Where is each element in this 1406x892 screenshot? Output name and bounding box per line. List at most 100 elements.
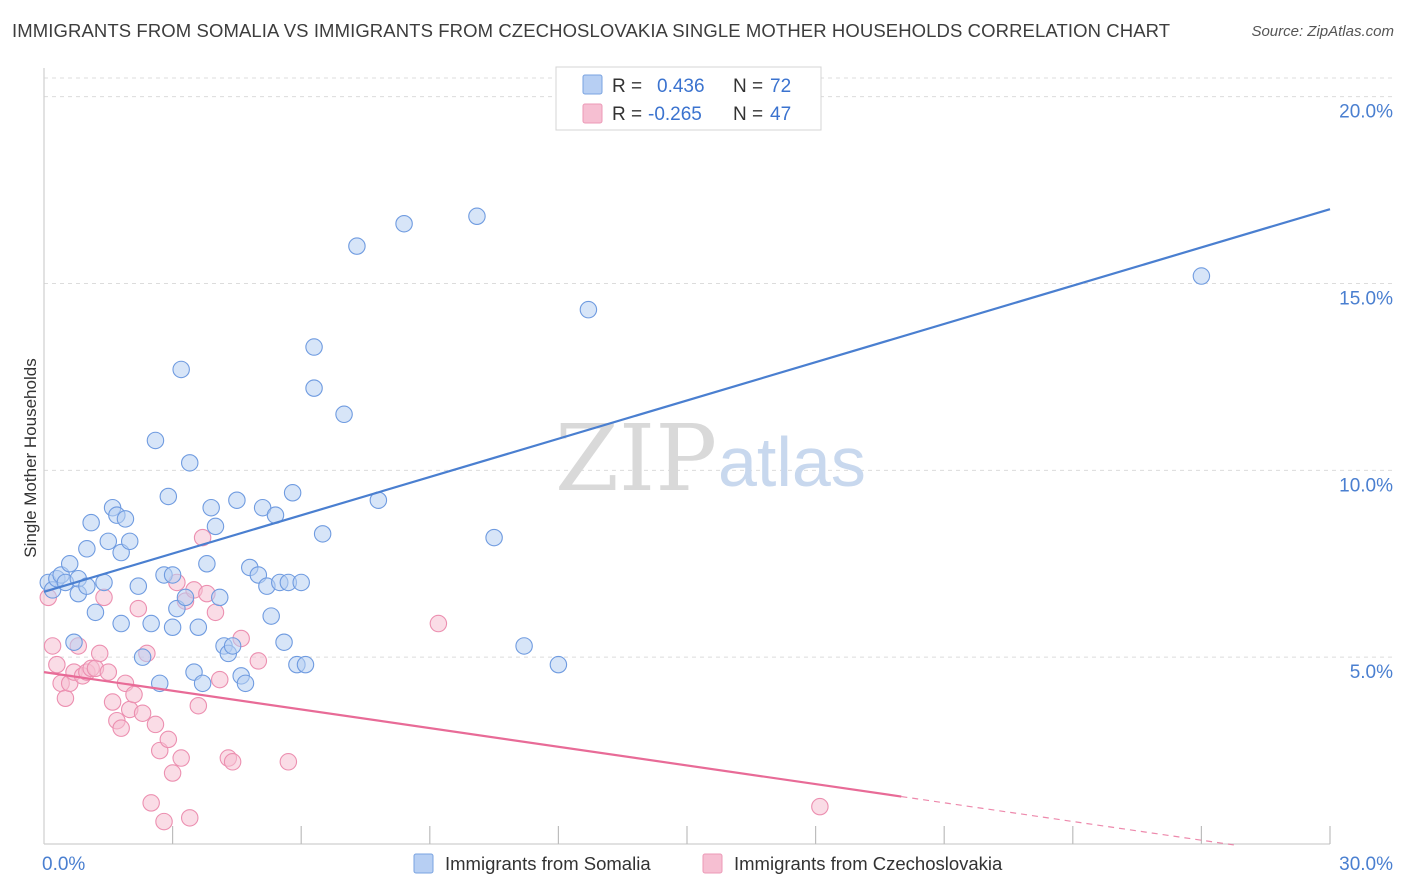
data-point-somalia bbox=[163, 618, 182, 637]
legend-r-value-czech: -0.265 bbox=[648, 104, 702, 125]
legend-n-label-somalia: N = bbox=[733, 76, 763, 97]
data-point-somalia bbox=[292, 573, 310, 592]
data-point-czech bbox=[133, 704, 152, 722]
data-point-somalia bbox=[275, 633, 293, 651]
data-point-somalia bbox=[180, 454, 199, 472]
data-point-czech bbox=[163, 764, 182, 782]
watermark-atlas: atlas bbox=[718, 423, 866, 501]
data-point-somalia bbox=[60, 555, 79, 573]
data-point-czech bbox=[125, 685, 143, 704]
legend-n-value-czech: 47 bbox=[770, 104, 791, 125]
data-point-somalia bbox=[146, 431, 165, 450]
y-tick-label: 20.0% bbox=[1339, 102, 1393, 123]
data-point-czech bbox=[103, 693, 122, 711]
data-point-somalia bbox=[1192, 267, 1211, 285]
data-point-somalia bbox=[305, 379, 323, 397]
data-point-czech bbox=[189, 696, 208, 715]
watermark: ZIP atlas bbox=[555, 405, 866, 512]
bottom-legend-label-czech: Immigrants from Czechoslovakia bbox=[734, 853, 1003, 874]
trend-line-czech bbox=[43, 671, 902, 798]
data-point-somalia bbox=[112, 614, 130, 633]
data-point-somalia bbox=[116, 510, 135, 528]
data-point-somalia bbox=[253, 498, 272, 517]
chart-title: IMMIGRANTS FROM SOMALIA VS IMMIGRANTS FR… bbox=[12, 20, 1171, 41]
legend-n-label-czech: N = bbox=[733, 104, 763, 125]
data-point-somalia bbox=[198, 555, 216, 573]
bottom-legend-swatch-somalia bbox=[413, 853, 434, 874]
data-point-czech bbox=[223, 753, 242, 771]
data-point-somalia bbox=[348, 237, 366, 255]
data-point-czech bbox=[155, 812, 173, 831]
data-point-somalia bbox=[579, 300, 598, 319]
data-point-somalia bbox=[142, 614, 160, 633]
data-point-somalia bbox=[176, 588, 195, 607]
data-point-czech bbox=[146, 715, 165, 734]
legend-swatch-czech bbox=[582, 103, 603, 124]
data-point-czech bbox=[172, 749, 190, 767]
data-point-somalia bbox=[99, 532, 118, 551]
data-point-somalia bbox=[82, 513, 100, 532]
data-point-somalia bbox=[133, 648, 152, 666]
data-point-somalia bbox=[159, 487, 178, 506]
data-point-somalia bbox=[485, 528, 503, 547]
data-point-czech bbox=[180, 809, 199, 827]
axes bbox=[43, 68, 1331, 845]
data-point-somalia bbox=[296, 655, 315, 674]
data-point-czech bbox=[142, 794, 160, 812]
data-point-somalia bbox=[172, 360, 190, 379]
data-point-czech bbox=[279, 753, 298, 771]
legend-r-value-somalia: 0.436 bbox=[657, 76, 705, 97]
bottom-legend-swatch-czech bbox=[702, 853, 723, 874]
x-tick-label: 0.0% bbox=[42, 854, 85, 875]
trend-lines bbox=[43, 208, 1331, 846]
data-point-czech bbox=[193, 528, 212, 547]
source-credit: Source: ZipAtlas.com bbox=[1251, 23, 1394, 40]
data-point-somalia bbox=[86, 603, 105, 622]
data-point-somalia bbox=[549, 655, 568, 674]
data-point-czech bbox=[43, 637, 62, 655]
legend-r-label-somalia: R = bbox=[612, 76, 642, 97]
data-point-czech bbox=[811, 797, 829, 816]
data-point-czech bbox=[211, 670, 229, 689]
data-point-somalia bbox=[163, 566, 182, 584]
series-legend: Immigrants from Somalia Immigrants from … bbox=[413, 853, 1003, 874]
data-point-somalia bbox=[395, 214, 413, 233]
data-point-somalia bbox=[189, 618, 208, 637]
data-point-somalia bbox=[129, 577, 148, 595]
trend-line-somalia bbox=[43, 208, 1331, 593]
data-point-somalia bbox=[211, 588, 229, 607]
data-point-czech bbox=[99, 663, 118, 681]
data-point-czech bbox=[249, 652, 268, 670]
data-point-czech bbox=[95, 588, 113, 607]
data-point-somalia bbox=[78, 540, 96, 558]
bottom-legend-label-somalia: Immigrants from Somalia bbox=[445, 853, 651, 874]
data-point-somalia bbox=[65, 633, 83, 651]
y-tick-label: 10.0% bbox=[1339, 475, 1393, 496]
data-point-somalia bbox=[262, 607, 280, 625]
data-point-czech bbox=[48, 655, 66, 674]
legend-r-label-czech: R = bbox=[612, 104, 642, 125]
data-point-somalia bbox=[313, 525, 332, 543]
y-tick-label: 15.0% bbox=[1339, 289, 1393, 310]
data-point-somalia bbox=[193, 674, 212, 693]
data-point-somalia bbox=[228, 491, 246, 509]
legend-n-value-somalia: 72 bbox=[770, 76, 791, 97]
axis-ticks: 5.0% 10.0% 15.0% 20.0% 0.0% 30.0% bbox=[42, 102, 1393, 875]
correlation-legend: R = 0.436 N = 72 R = -0.265 N = 47 bbox=[555, 66, 822, 131]
data-point-somalia bbox=[283, 484, 302, 502]
watermark-zip: ZIP bbox=[555, 405, 717, 512]
data-point-somalia bbox=[223, 637, 242, 655]
data-point-czech bbox=[129, 599, 148, 618]
data-point-czech bbox=[90, 644, 109, 663]
data-point-somalia bbox=[305, 338, 323, 356]
data-point-czech bbox=[429, 614, 448, 633]
data-point-czech bbox=[206, 603, 225, 622]
data-point-somalia bbox=[335, 405, 353, 424]
legend-swatch-somalia bbox=[582, 74, 603, 95]
data-point-somalia bbox=[206, 517, 225, 536]
x-tick-label: 30.0% bbox=[1339, 854, 1393, 875]
y-axis-label: Single Mother Households bbox=[21, 358, 40, 557]
data-point-somalia bbox=[120, 532, 139, 551]
trend-line-czech-extension bbox=[901, 795, 1236, 846]
